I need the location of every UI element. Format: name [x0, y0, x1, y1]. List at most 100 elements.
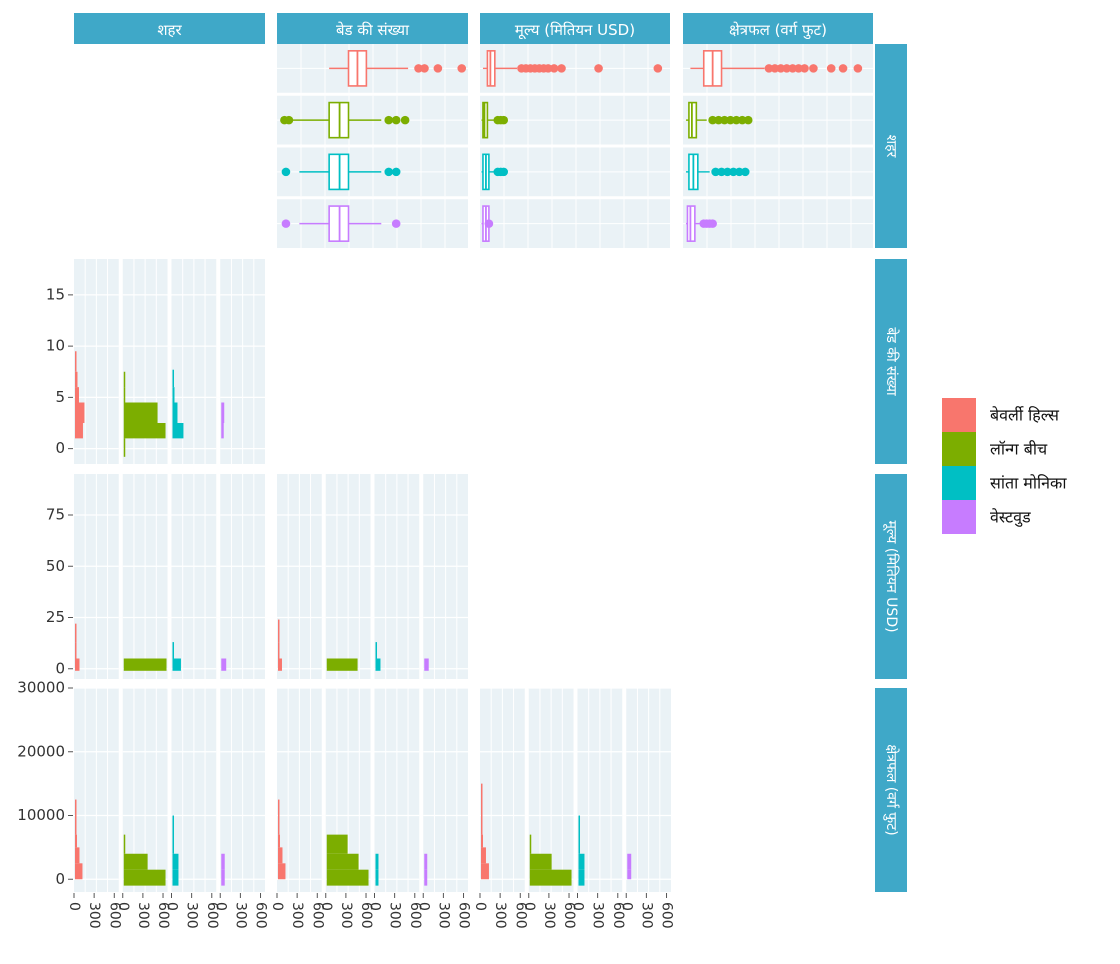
histogram-bar [278, 619, 280, 643]
boxplot-outlier [284, 115, 294, 125]
boxplot-outlier [782, 64, 792, 73]
grid-lines [84, 474, 109, 679]
histogram [75, 623, 80, 671]
histogram-bar [481, 863, 489, 880]
grid-lines [74, 514, 119, 670]
column-strip-label: शहर [157, 21, 182, 39]
boxplot [685, 205, 717, 242]
y-tick-label: 75 [46, 506, 65, 524]
histogram [221, 402, 225, 439]
x-tick-label: 600 [155, 902, 171, 929]
column-strip-label: बेड की संख्या [336, 21, 410, 39]
histogram-bar [529, 869, 572, 886]
histogram [123, 658, 167, 671]
boxplot-outlier [717, 167, 726, 177]
histogram [424, 853, 428, 886]
boxplot [281, 205, 401, 242]
grid-lines [171, 687, 217, 880]
boxplot [482, 50, 663, 87]
x-tick-label: 600 [512, 902, 528, 929]
grid-lines [220, 514, 265, 670]
histogram-bar [123, 423, 166, 439]
histogram [278, 799, 286, 880]
boxplot-outlier [743, 115, 753, 125]
grid-lines [423, 514, 468, 670]
x-tick-label: 0 [415, 902, 431, 911]
histogram-bar [75, 658, 80, 671]
column-strip [683, 13, 873, 44]
histogram-bar [123, 387, 126, 403]
x-tick-label: 0 [269, 902, 285, 911]
x-tick-label: 600 [309, 902, 325, 929]
x-tick-label: 300 [387, 902, 403, 929]
row-strip-label: शहर [883, 135, 899, 158]
boxplot-outlier [826, 64, 836, 73]
x-tick-label: 600 [358, 902, 374, 929]
boxplot-outlier [391, 115, 401, 125]
boxplot-outlier [737, 115, 747, 125]
histogram-bar [278, 658, 282, 671]
histogram-bar [221, 402, 225, 423]
y-tick-label: 0 [55, 439, 65, 457]
x-tick-label: 600 [106, 902, 122, 929]
x-tick-label: 300 [135, 902, 151, 929]
histogram [375, 853, 379, 886]
histogram-bar [75, 423, 83, 439]
x-tick-label: 600 [561, 902, 577, 929]
histogram-bar [75, 847, 80, 864]
histogram-bar [123, 371, 126, 388]
x-tick-label: 300 [289, 902, 305, 929]
boxplot-outlier [735, 167, 744, 177]
column-strip [74, 13, 265, 44]
row-strip [875, 44, 907, 248]
x-tick-label: 0 [66, 902, 82, 911]
boxplot-outlier [740, 167, 750, 177]
histogram-bar [326, 869, 369, 886]
histogram-bar [278, 847, 283, 864]
x-tick-label: 0 [367, 902, 383, 911]
grid-lines [374, 514, 420, 670]
boxplot [685, 101, 753, 139]
legend-swatch [942, 432, 976, 466]
grid-lines [385, 688, 409, 892]
x-tick-label: 300 [86, 902, 102, 929]
histogram-bar [278, 863, 286, 880]
grid-lines [122, 294, 168, 450]
x-tick-label: 0 [318, 902, 334, 911]
boxplot-outlier [708, 115, 717, 125]
x-tick-label: 300 [638, 902, 654, 929]
y-tick-label: 15 [46, 285, 65, 303]
x-tick-label: 600 [659, 902, 675, 929]
y-tick-label: 20000 [17, 742, 65, 760]
boxplot-outlier [433, 64, 443, 73]
x-tick-label: 300 [232, 902, 248, 929]
row-strip-label: मूल्य (मितियन USD) [883, 520, 900, 632]
y-tick-label: 10 [46, 337, 65, 355]
boxplot-outlier [281, 167, 291, 177]
boxplot-outlier [838, 64, 848, 73]
histogram-bar [278, 834, 280, 848]
column-strip [480, 13, 670, 44]
boxplot-outlier [764, 64, 774, 73]
histogram-bar [529, 853, 552, 870]
histogram-bar [221, 853, 225, 870]
x-tick-label: 0 [115, 902, 131, 911]
histogram-bar [75, 371, 78, 388]
histogram [326, 658, 358, 671]
row-strip [875, 474, 907, 679]
grid-lines [588, 688, 612, 892]
histogram [627, 853, 632, 880]
legend-label: सांता मोनिका [990, 474, 1067, 493]
histogram-bar [578, 869, 585, 886]
boxplot-outlier [729, 167, 738, 177]
histogram [424, 658, 429, 671]
row-strip [875, 259, 907, 464]
legend-swatch [942, 466, 976, 500]
y-axis: 0 5 10 15 [46, 285, 73, 457]
boxplot-outlier [414, 64, 423, 73]
histogram [75, 799, 83, 880]
histogram-bar [172, 402, 178, 423]
